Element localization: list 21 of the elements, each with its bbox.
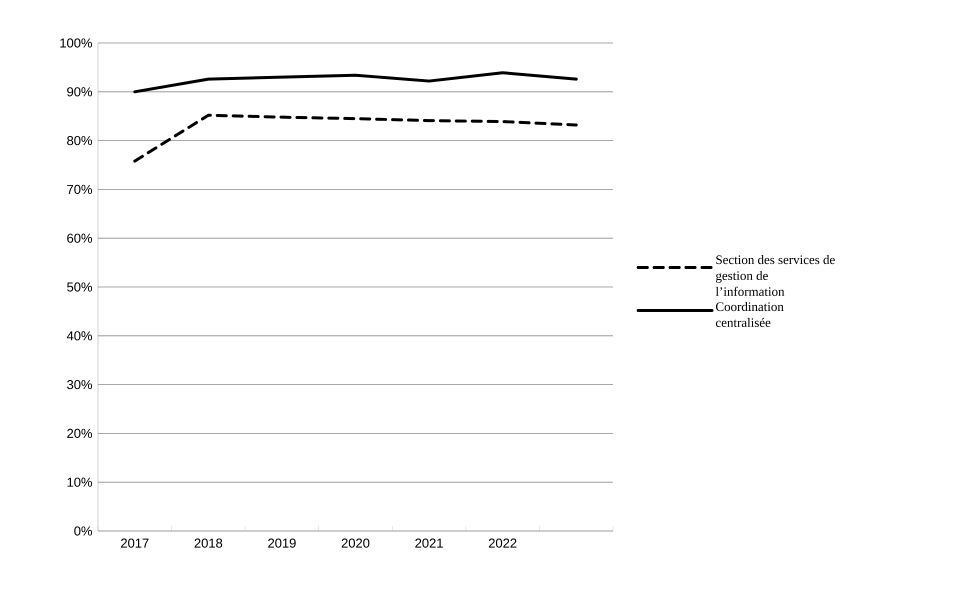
x-tick-label: 2017 (121, 538, 149, 548)
y-tick-label: 40% (66, 331, 92, 340)
y-tick-label: 100% (60, 38, 92, 48)
y-tick-label: 60% (67, 234, 92, 243)
line-series (133, 114, 578, 163)
y-tick-label: 70% (67, 184, 92, 194)
legend-label: Coordination centralisée (716, 302, 784, 328)
x-tick-label: 2018 (194, 538, 222, 548)
y-tick-label: 90% (67, 87, 92, 96)
line-series (133, 71, 578, 94)
x-tick-label: 2019 (268, 538, 296, 548)
x-tick-label: 2022 (488, 538, 516, 548)
y-tick-label: 30% (67, 380, 92, 390)
legend-label: Section des services de gestion de l’information (716, 255, 835, 296)
y-tick-label: 50% (67, 282, 92, 292)
y-tick-label: 20% (67, 428, 92, 438)
x-tick-label: 2020 (342, 538, 370, 548)
x-tick-label: 2021 (415, 538, 443, 548)
y-tick-label: 80% (67, 136, 92, 146)
y-tick-label: 10% (68, 478, 92, 487)
y-tick-label: 0% (74, 526, 92, 536)
